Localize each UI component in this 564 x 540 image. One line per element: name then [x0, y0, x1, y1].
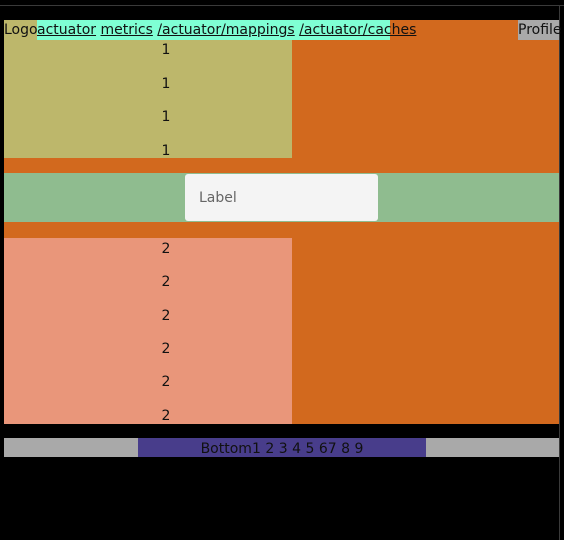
pagination: Bottom1 2 3 4 5 67 8 9 — [138, 438, 426, 457]
page-link-4[interactable]: 4 — [292, 441, 301, 457]
list-item: 2 — [161, 374, 171, 390]
nav-link-caches[interactable]: /actuator/caches — [299, 22, 417, 38]
nav-links: actuator metrics /actuator/mappings /act… — [37, 20, 416, 40]
list-item: 2 — [161, 341, 171, 357]
nav-link-actuator[interactable]: actuator — [37, 22, 97, 38]
logo[interactable]: Logo — [4, 20, 38, 40]
page-link-7[interactable]: 7 — [327, 441, 337, 457]
page-content: Logo actuator metrics /actuator/mappings… — [4, 20, 562, 424]
frame-top-border — [0, 5, 564, 6]
label-field-row — [4, 173, 559, 222]
page-link-2[interactable]: 2 — [265, 441, 275, 457]
list-two: 2 2 2 2 2 2 — [4, 238, 292, 424]
page-link-1[interactable]: 1 — [251, 441, 261, 457]
list-item: 1 — [161, 42, 171, 58]
nav-link-metrics[interactable]: metrics — [100, 22, 153, 38]
page-link-8[interactable]: 8 — [341, 441, 351, 457]
page-link-6[interactable]: 6 — [318, 441, 328, 457]
frame-right-border — [559, 6, 560, 540]
list-item: 2 — [161, 308, 171, 324]
nav-link-mappings[interactable]: /actuator/mappings — [157, 22, 295, 38]
list-item: 2 — [161, 408, 171, 424]
list-item: 1 — [161, 109, 171, 125]
footer-label: Bottom — [200, 441, 252, 457]
list-item: 1 — [161, 76, 171, 92]
list-one: 1 1 1 1 — [4, 40, 292, 159]
list-item: 2 — [161, 241, 171, 257]
list-item: 1 — [161, 143, 171, 159]
profile-button[interactable]: Profile — [518, 20, 562, 40]
page-link-9[interactable]: 9 — [354, 441, 364, 457]
header: Logo actuator metrics /actuator/mappings… — [4, 20, 562, 40]
page-link-3[interactable]: 3 — [278, 441, 288, 457]
label-input[interactable] — [185, 174, 378, 221]
page-link-5[interactable]: 5 — [305, 441, 315, 457]
list-item: 2 — [161, 274, 171, 290]
footer: Bottom1 2 3 4 5 67 8 9 — [4, 438, 559, 457]
